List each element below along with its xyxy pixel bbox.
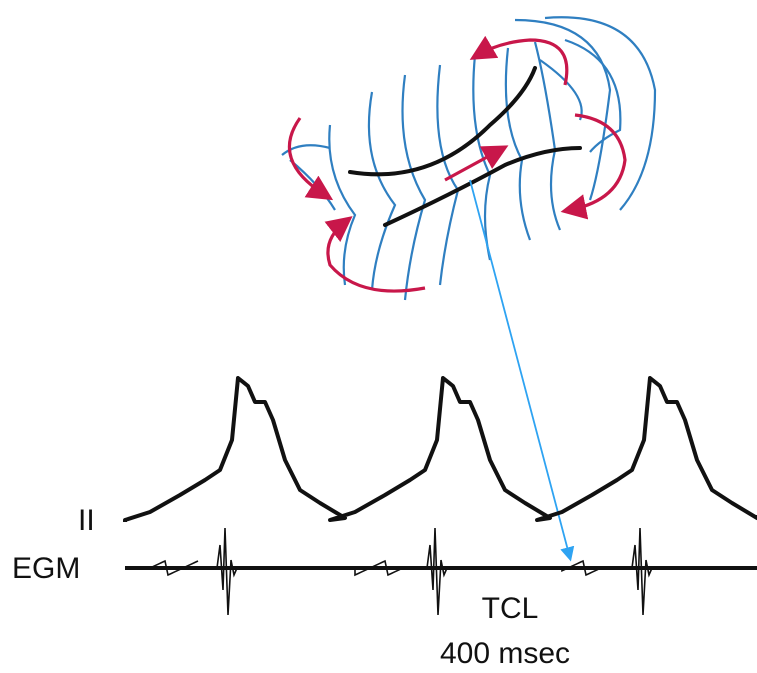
tcl-value: 400 msec — [440, 637, 570, 670]
activation-arrow — [469, 179, 575, 562]
egm-trace — [149, 527, 653, 616]
lead-ii-trace — [123, 376, 757, 522]
red-arrows — [287, 35, 627, 293]
wavefronts — [281, 16, 657, 301]
lead-label: II — [78, 504, 95, 537]
egm-label: EGM — [12, 552, 80, 585]
tcl-label: TCL — [482, 592, 539, 625]
